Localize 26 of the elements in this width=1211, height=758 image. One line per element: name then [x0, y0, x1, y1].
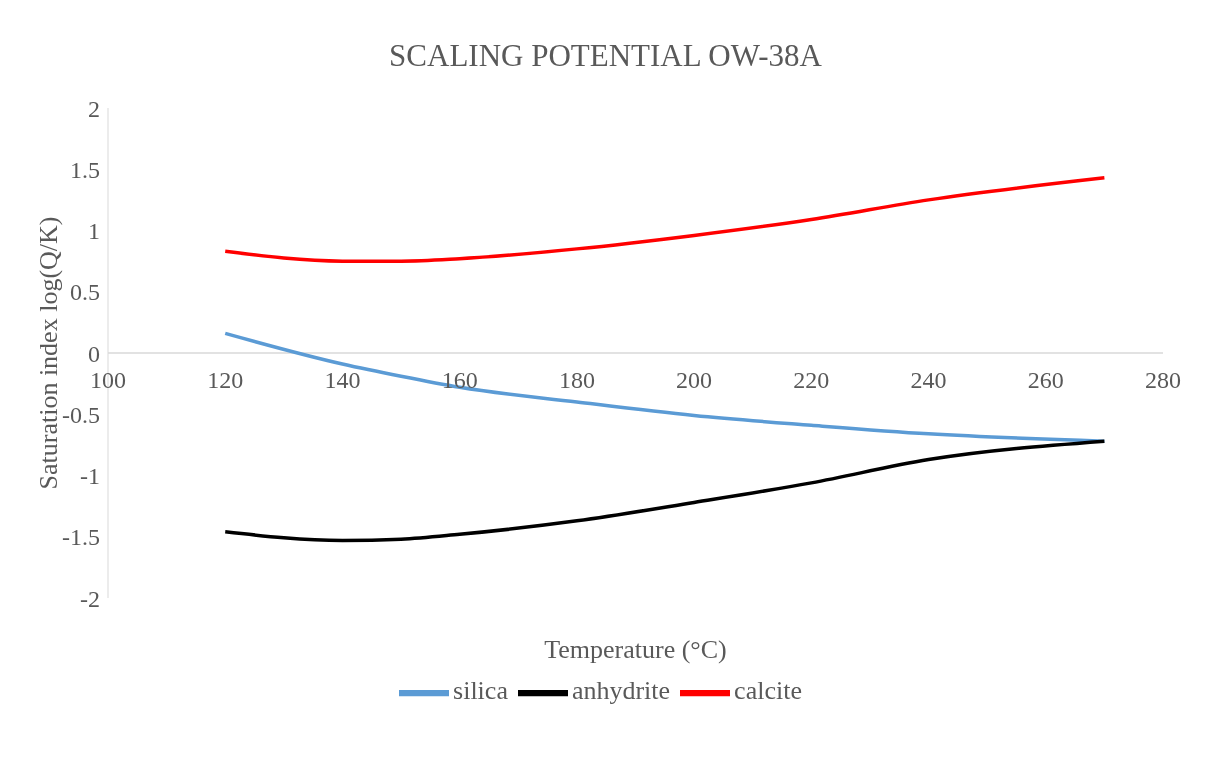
legend-label: silica: [453, 675, 508, 705]
x-tick-label: 220: [793, 367, 830, 393]
x-tick-label: 180: [558, 367, 595, 393]
y-tick-label: 0.5: [70, 279, 100, 306]
line-series: [223, 176, 1107, 263]
x-tick-label: 240: [910, 367, 947, 393]
y-tick-label: -2: [80, 585, 100, 612]
y-tick-label: 1.5: [70, 156, 100, 183]
y-axis-title: Saturation index log(Q/K): [34, 216, 64, 490]
x-tick-label: 140: [324, 367, 361, 393]
chart-title: SCALING POTENTIAL OW-38A: [388, 38, 823, 74]
y-tick-label: -1.5: [62, 524, 100, 551]
y-tick-label: 1: [88, 218, 100, 245]
legend-label: calcite: [734, 675, 802, 705]
y-tick-label: -1: [80, 463, 100, 490]
x-tick-label: 100: [90, 367, 126, 393]
y-tick-label: 0: [88, 340, 100, 367]
line-series: [223, 439, 1107, 543]
y-tick-label: 2: [88, 95, 100, 122]
x-tick-label: 120: [207, 367, 244, 393]
legend-label: anhydrite: [571, 675, 671, 705]
x-tick-label: 260: [1027, 367, 1064, 393]
x-tick-label: 280: [1145, 367, 1181, 393]
y-tick-label: -0.5: [62, 401, 100, 428]
x-tick-label: 200: [676, 367, 713, 393]
x-axis-title: Temperature (°C): [544, 635, 727, 664]
